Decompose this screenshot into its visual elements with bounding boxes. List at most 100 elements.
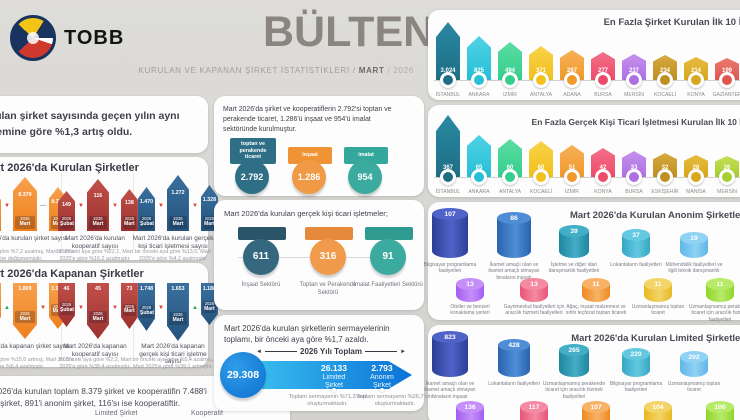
- limited-card: Mart 2026'da Kurulan Limited Şirketler 8…: [424, 325, 740, 420]
- gk-banner: [238, 227, 286, 240]
- total-capital-circle: 29.308: [220, 352, 266, 398]
- intro-text: Kurulan şirket sayısında geçen yılın ayn…: [0, 108, 180, 141]
- decrease-arrow-icon: ▼: [39, 305, 46, 311]
- cylinder: 11: [706, 278, 734, 302]
- group-caption: Mart 2026'da kurulan gerçek kişi ticari …: [132, 235, 214, 250]
- segment-note-anonim: Toplam sermayenin %26,7'sini oluşturmakt…: [356, 394, 434, 408]
- cylinder: 39: [559, 225, 589, 258]
- sectors-card: Mart 2026'da şirket ve kooperatiflerin 2…: [214, 96, 424, 196]
- group-note: bir önceki aya göre %2,2, Mart 2025'e gö…: [58, 357, 132, 371]
- cylinder: 107: [432, 208, 468, 258]
- decrease-arrow-icon: ▼: [158, 305, 164, 311]
- cylinder-label: Ağaç, inşaat malzemesi ve sıhhi teçhizat…: [565, 304, 627, 317]
- cylinder: 100: [706, 401, 734, 420]
- bar: [0, 283, 1, 329]
- cylinder: 823: [432, 331, 468, 377]
- gercek-kisi-card: Mart 2026'da kurulan gerçek kişi ticari …: [214, 200, 424, 310]
- gk-label: İnşaat Sektörü: [241, 282, 281, 288]
- summary-label-limited: Limited Şirket: [95, 410, 138, 417]
- bar: 8.379 2026 Mart: [12, 177, 37, 231]
- cylinder: 265: [559, 344, 589, 377]
- gk-value-imalat: 91: [370, 239, 406, 275]
- cylinder-label: Uzmanlaşmamış toptan ticaret: [667, 381, 721, 394]
- sector-value-toptan: 2.792: [235, 160, 269, 194]
- gk-banner: [365, 227, 413, 240]
- cylinder-label: Lokantaların faaliyetleri: [610, 262, 662, 268]
- decrease-arrow-icon: ▼: [4, 203, 10, 209]
- bar: 149 2026 Şubat: [58, 191, 75, 231]
- decrease-arrow-icon: ▼: [111, 203, 118, 209]
- bar: [0, 189, 1, 231]
- bar: 1.809 2026 Mart: [12, 283, 37, 339]
- cylinder-label: Uzmanlaşmamış perakende ticaret için ara…: [542, 381, 606, 400]
- cylinder: 37: [622, 229, 650, 258]
- capital-band: [244, 361, 412, 389]
- subtitle-year: / 2026: [384, 66, 414, 75]
- cylinder: 220: [622, 348, 650, 377]
- cylinder: 86: [497, 212, 531, 258]
- cylinder: 428: [498, 339, 530, 377]
- group-caption: Mart 2026'da kapanan şirket sayısı: [0, 343, 70, 350]
- axis-baseline: [434, 177, 740, 178]
- intro-line1: Kurulan şirket sayısında geçen yılın ayn…: [0, 110, 180, 122]
- cylinder-label: Uzmanlaşmamış perakende ticaret için ara…: [688, 304, 740, 323]
- bar: 45 2026 Mart: [86, 283, 109, 339]
- bar: 73 2025 Mart: [120, 283, 138, 329]
- group-note: bir önceki aya göre %15,6 artmış, Mart 2…: [0, 357, 75, 371]
- gk-cities-title: En Fazla Gerçek Kişi Ticari İşletmesi Ku…: [531, 117, 740, 127]
- bar: 138 2025 Mart: [120, 189, 138, 231]
- limited-title: Mart 2026'da Kurulan Limited Şirketler: [571, 333, 740, 344]
- subtitle-left: KURULAN VE KAPANAN ŞİRKET İSTATİSTİKLERİ…: [138, 66, 359, 75]
- cylinder-label: Bilgisayar programlama faaliyetleri: [609, 381, 663, 394]
- sermaye-title-line1: Mart 2026'da kurulan şirketlerin sermaye…: [224, 324, 390, 333]
- subtitle-month: MART: [358, 66, 385, 75]
- cylinder-label: İkamet amaçlı olan ve ikamet amaçlı olma…: [424, 381, 476, 400]
- decrease-arrow-icon: ▼: [191, 203, 198, 209]
- range-label: 2026 Yılı Toplam: [300, 347, 362, 356]
- cylinder: 13: [456, 278, 484, 302]
- logo-text: TOBB: [64, 27, 125, 49]
- sermaye-card: Mart 2026'da kurulan şirketlerin sermaye…: [214, 315, 433, 411]
- bar: 116 2026 Mart: [86, 179, 109, 231]
- gk-value-toptan: 316: [310, 239, 346, 275]
- gk-cities-card: En Fazla Gerçek Kişi Ticari İşletmesi Ku…: [428, 105, 740, 197]
- intro-card: Kurulan şirket sayısında geçen yılın ayn…: [0, 96, 208, 153]
- bar: 1.272 2026 Mart: [166, 175, 189, 231]
- kapanan-gercek-kisi-bars: 1.748 2026 Şubat ▼ 1.653 2026 Mart ▲ 1.188…: [138, 283, 218, 343]
- summary-line1: Mart 2026'da kurulan toplam 8.379 şirket…: [0, 386, 207, 396]
- sector-value-insaat: 1.286: [292, 160, 326, 194]
- kapanan-sirket-bars: ▲ 1.809 2026 Mart ▼ 1.933 2025 Mart: [0, 283, 67, 343]
- group-caption: Mart 2026'da kapanan kooperatif sayısı: [63, 343, 127, 358]
- range-row: ◄ 2026 Yılı Toplam ►: [256, 347, 406, 356]
- group-note: bir önceki aya göre %22,1, Mart 2025'e g…: [56, 249, 134, 263]
- gk-value-insaat: 611: [243, 239, 279, 275]
- cylinder: 107: [582, 401, 610, 420]
- page-title: BÜLTEN: [263, 8, 435, 56]
- cylinder-label: İşletme ve diğer idari danışmanlık faali…: [548, 262, 600, 275]
- increase-arrow-icon: ▲: [191, 305, 198, 311]
- sector-banner-insaat: inşaat: [288, 147, 332, 164]
- group-note: bir önceki aya göre %7,2 azalmış, Mart 2…: [0, 249, 75, 263]
- cylinder: 136: [456, 401, 484, 420]
- cylinder-label: Gayrimenkul faaliyetleri için aracılık h…: [503, 304, 565, 317]
- kurulan-card: Mart 2026'da Kurulan Şirketler ▼ 8.379 2…: [0, 157, 218, 263]
- kurulan-kooperatif-bars: 149 2026 Şubat ▼ 116 2026 Mart ▼ 138 2025 M…: [58, 175, 138, 231]
- decrease-arrow-icon: ▼: [78, 305, 84, 311]
- bar: 46 2026 Şubat: [58, 283, 75, 327]
- summary-label-kooperatif: Kooperatif: [191, 410, 223, 417]
- bar: 1.748 2026 Şubat: [138, 283, 155, 331]
- kapanan-card: Mart 2026'da Kapanan Şirketler ▲ 1.809 2…: [0, 263, 218, 370]
- top-cities-title: En Fazla Şirket Kurulan İlk 10 İl: [603, 17, 740, 28]
- page-subtitle: KURULAN VE KAPANAN ŞİRKET İSTATİSTİKLERİ…: [40, 66, 414, 75]
- group-caption: Mart 2026'da kapanan gerçek kişi ticari …: [139, 343, 207, 366]
- gk-label: Toptan ve Perakende Sektörü: [299, 282, 357, 296]
- bar: 1.653 2026 Mart: [166, 283, 189, 341]
- kurulan-gercek-kisi-bars: 1.470 2026 Şubat ▼ 1.272 2026 Mart ▼ 1.328…: [138, 175, 218, 231]
- left-arrow-icon: ◄: [256, 348, 262, 355]
- marker-dot: [332, 388, 336, 392]
- sermaye-title-line2: toplamı, bir önceki aya göre %1,7 azaldı…: [224, 335, 369, 345]
- tobb-logo-icon: [10, 15, 56, 61]
- sector-banner-toptan: toptan ve perakende ticaret: [230, 138, 276, 164]
- sector-value-imalat: 954: [348, 160, 382, 194]
- top-cities-card: En Fazla Şirket Kurulan İlk 10 İl 3.024 …: [428, 10, 740, 100]
